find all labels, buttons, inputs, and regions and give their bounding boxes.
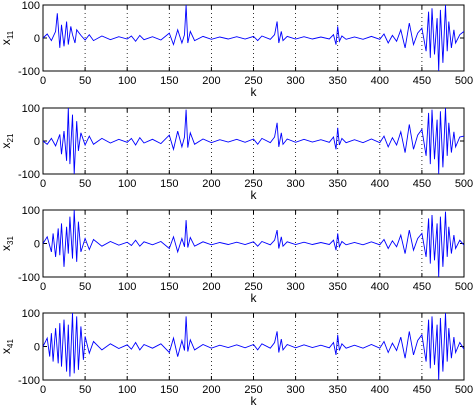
y-tick-label: 0	[34, 239, 40, 251]
y-tick-label: 0	[34, 33, 40, 45]
x-tick-label: 50	[79, 281, 91, 293]
y-tick-label: -100	[18, 272, 40, 284]
x-tick-label: 400	[371, 75, 389, 87]
x-tick-label: 150	[160, 75, 178, 87]
x-tick-label: 500	[455, 281, 473, 293]
x-tick-label: 300	[286, 281, 304, 293]
x-axis-label: k	[251, 394, 258, 407]
x-tick-label: 350	[329, 178, 347, 190]
subplot-4: 0 50 100 150 200 250 300 350 400 450 5001000-100kx…	[0, 308, 473, 407]
x-tick-label: 450	[413, 281, 431, 293]
series-line	[43, 5, 464, 71]
subplot-2: 0 50 100 150 200 250 300 350 400 450 5001000-100kx…	[0, 103, 473, 202]
x-tick-label: 100	[118, 281, 136, 293]
x-tick-label: 100	[118, 178, 136, 190]
x-axis-label: k	[251, 85, 258, 99]
x-tick-label: 100	[118, 75, 136, 87]
y-tick-label: -100	[18, 169, 40, 181]
x-tick-label: 100	[118, 384, 136, 396]
y-tick-label: 100	[22, 103, 40, 115]
x-tick-label: 50	[79, 75, 91, 87]
y-tick-label: 100	[22, 205, 40, 217]
x-tick-label: 200	[202, 281, 220, 293]
y-tick-label: 0	[34, 136, 40, 148]
y-axis-label: x21	[0, 133, 15, 148]
x-tick-label: 200	[202, 384, 220, 396]
x-axis-label: k	[251, 291, 258, 305]
x-tick-label: 300	[286, 178, 304, 190]
x-tick-label: 400	[371, 281, 389, 293]
x-tick-label: 50	[79, 178, 91, 190]
subplot-3: 0 50 100 150 200 250 300 350 400 450 5001000-100kx…	[0, 205, 473, 305]
x-tick-label: 450	[413, 178, 431, 190]
x-tick-label: 150	[160, 281, 178, 293]
x-tick-label: 400	[371, 178, 389, 190]
x-tick-label: 350	[329, 384, 347, 396]
x-tick-label: 150	[160, 178, 178, 190]
x-tick-label: 450	[413, 384, 431, 396]
x-tick-label: 500	[455, 178, 473, 190]
y-axis-label: x41	[0, 339, 15, 354]
y-axis-label: x31	[0, 236, 15, 251]
x-tick-label: 450	[413, 75, 431, 87]
x-tick-label: 150	[160, 384, 178, 396]
x-tick-label: 200	[202, 75, 220, 87]
x-tick-label: 50	[79, 384, 91, 396]
x-tick-label: 350	[329, 281, 347, 293]
x-tick-label: 250	[244, 75, 262, 87]
x-tick-label: 250	[244, 384, 262, 396]
subplot-1: 0 50 100 150 200 250 300 350 400 450 5001000-100kx…	[0, 0, 473, 99]
series-line	[43, 108, 464, 174]
x-tick-label: 0	[40, 178, 46, 190]
x-tick-label: 500	[455, 384, 473, 396]
y-tick-label: -100	[18, 66, 40, 78]
y-tick-label: 100	[22, 0, 40, 12]
y-tick-label: -100	[18, 375, 40, 387]
x-tick-label: 0	[40, 75, 46, 87]
x-tick-label: 500	[455, 75, 473, 87]
y-tick-label: 0	[34, 342, 40, 354]
x-tick-label: 250	[244, 281, 262, 293]
y-axis-label: x11	[0, 30, 15, 45]
x-tick-label: 0	[40, 281, 46, 293]
x-tick-label: 300	[286, 384, 304, 396]
x-tick-label: 0	[40, 384, 46, 396]
x-tick-label: 200	[202, 178, 220, 190]
series-line	[43, 210, 464, 277]
x-tick-label: 300	[286, 75, 304, 87]
x-tick-label: 400	[371, 384, 389, 396]
x-tick-label: 350	[329, 75, 347, 87]
series-line	[43, 313, 464, 380]
x-axis-label: k	[251, 188, 258, 202]
y-tick-label: 100	[22, 308, 40, 320]
x-tick-label: 250	[244, 178, 262, 190]
